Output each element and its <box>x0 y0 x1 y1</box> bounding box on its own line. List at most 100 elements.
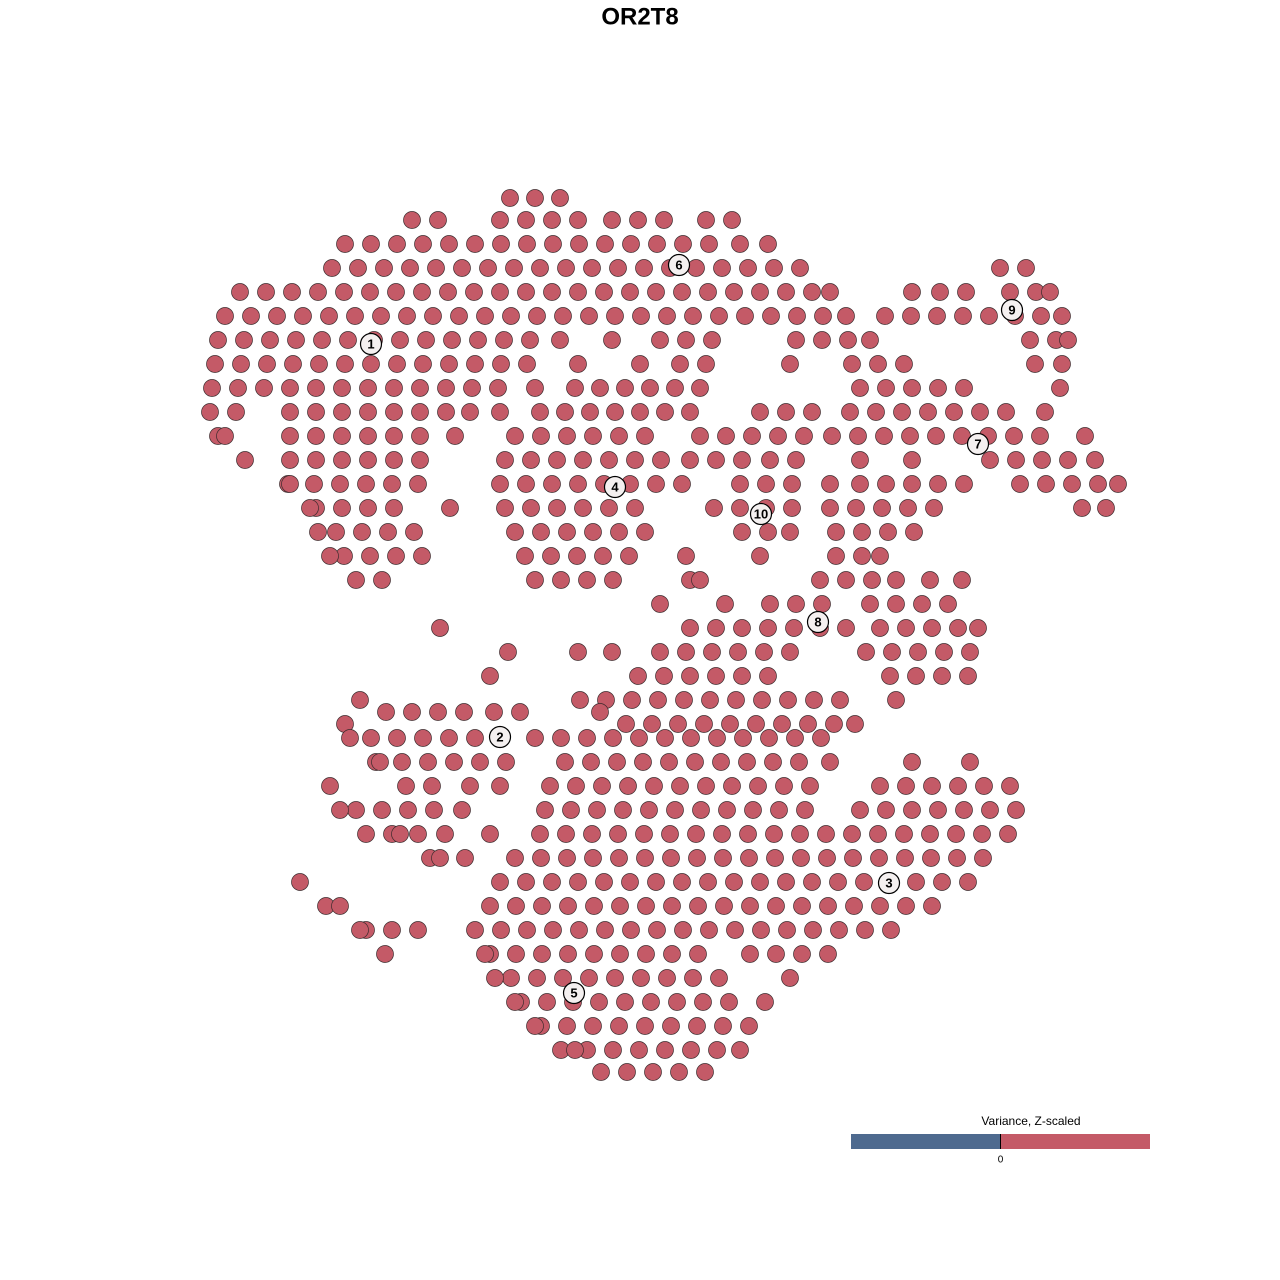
point <box>781 643 799 661</box>
point <box>731 499 749 517</box>
point <box>851 379 869 397</box>
point <box>723 211 741 229</box>
point <box>558 427 576 445</box>
point <box>341 729 359 747</box>
point <box>588 801 606 819</box>
point <box>506 523 524 541</box>
point <box>409 475 427 493</box>
point <box>955 801 973 819</box>
point <box>803 403 821 421</box>
point <box>585 897 603 915</box>
point <box>634 753 652 771</box>
point <box>718 801 736 819</box>
point <box>466 355 484 373</box>
point <box>557 259 575 277</box>
point <box>491 403 509 421</box>
point <box>636 849 654 867</box>
point <box>751 873 769 891</box>
point <box>961 643 979 661</box>
point <box>837 619 855 637</box>
point <box>804 921 822 939</box>
point <box>621 873 639 891</box>
point <box>413 283 431 301</box>
point <box>955 475 973 493</box>
point <box>681 667 699 685</box>
point <box>697 211 715 229</box>
point <box>751 403 769 421</box>
point <box>596 921 614 939</box>
point <box>1051 379 1069 397</box>
point <box>532 523 550 541</box>
point <box>594 547 612 565</box>
point <box>793 897 811 915</box>
point <box>723 777 741 795</box>
point <box>618 1063 636 1081</box>
point <box>351 691 369 709</box>
point <box>760 729 778 747</box>
point <box>571 691 589 709</box>
point <box>853 547 871 565</box>
point <box>522 499 540 517</box>
point <box>387 547 405 565</box>
point <box>309 523 327 541</box>
point <box>712 753 730 771</box>
point <box>388 729 406 747</box>
point <box>869 355 887 373</box>
point <box>721 715 739 733</box>
chart-title: OR2T8 <box>601 3 678 30</box>
point <box>548 451 566 469</box>
point <box>414 235 432 253</box>
point <box>787 595 805 613</box>
point <box>441 499 459 517</box>
point <box>551 189 569 207</box>
point <box>681 619 699 637</box>
point <box>656 1041 674 1059</box>
point <box>975 777 993 795</box>
point <box>710 307 728 325</box>
cluster-marker <box>359 332 383 356</box>
point <box>376 945 394 963</box>
point <box>333 451 351 469</box>
point <box>870 849 888 867</box>
point <box>331 475 349 493</box>
point <box>739 825 757 843</box>
point <box>999 825 1017 843</box>
point <box>453 801 471 819</box>
point <box>346 307 364 325</box>
point <box>759 619 777 637</box>
point <box>505 259 523 277</box>
point <box>641 379 659 397</box>
point <box>471 753 489 771</box>
point <box>313 331 331 349</box>
point <box>569 211 587 229</box>
point <box>691 571 709 589</box>
point <box>631 403 649 421</box>
point <box>642 993 660 1011</box>
point <box>787 331 805 349</box>
point <box>526 189 544 207</box>
point <box>595 283 613 301</box>
point <box>827 523 845 541</box>
point <box>765 259 783 277</box>
point <box>788 307 806 325</box>
point <box>567 777 585 795</box>
point <box>677 331 695 349</box>
point <box>740 1017 758 1035</box>
point <box>533 945 551 963</box>
point <box>359 499 377 517</box>
point <box>566 379 584 397</box>
point <box>647 873 665 891</box>
point <box>845 897 863 915</box>
point <box>726 921 744 939</box>
point <box>790 753 808 771</box>
point <box>431 619 449 637</box>
point <box>453 259 471 277</box>
point <box>861 595 879 613</box>
point <box>759 667 777 685</box>
point <box>584 1017 602 1035</box>
point <box>544 235 562 253</box>
point <box>714 849 732 867</box>
point <box>674 235 692 253</box>
cluster-labels: 1 2 3 4 5 6 7 8 9 10 <box>359 253 1024 1005</box>
cluster-label: 7 <box>974 436 981 451</box>
